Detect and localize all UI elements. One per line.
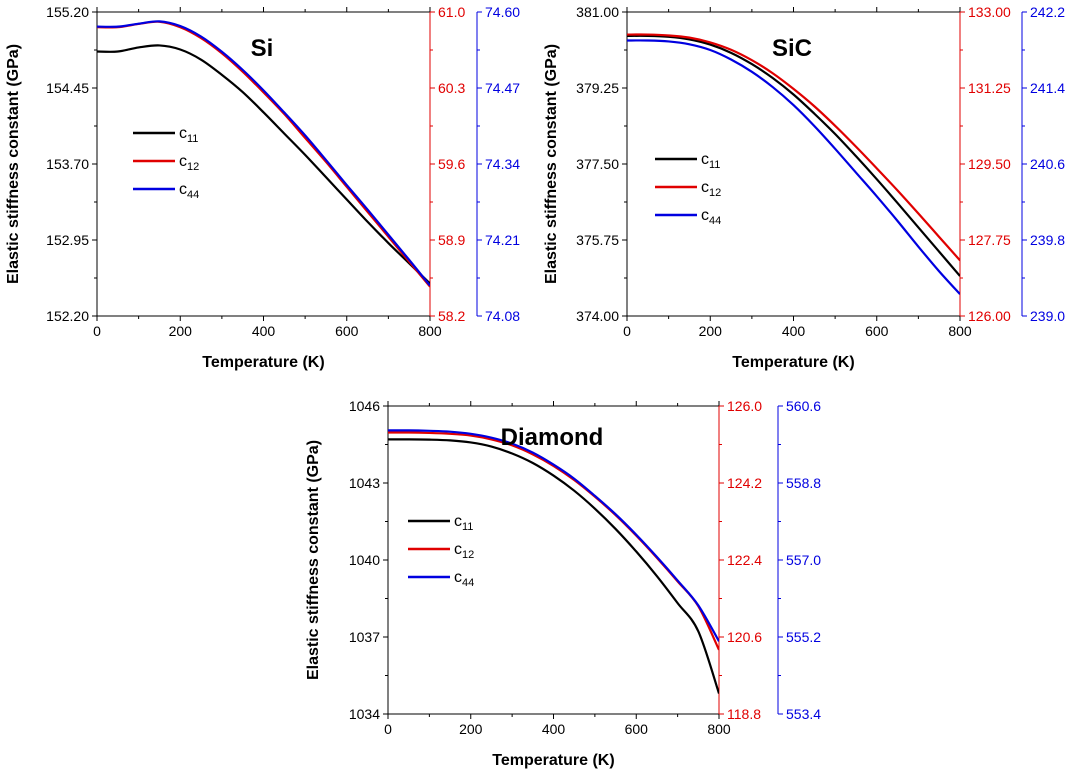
y-tick-label-right-1: 61.0 <box>438 4 465 20</box>
y-tick-label-right-2: 558.8 <box>786 475 821 491</box>
y-axis-label: Elastic stiffness constant (GPa) <box>543 44 560 284</box>
y-tick-label-right-2: 74.47 <box>485 80 520 96</box>
x-tick-label: 400 <box>542 721 566 737</box>
x-tick-label: 400 <box>782 323 806 339</box>
series-line-c11 <box>388 438 719 694</box>
y-tick-label-right-1: 124.2 <box>727 475 762 491</box>
series-line-c44 <box>97 20 430 287</box>
y-tick-label-left: 379.25 <box>576 80 619 96</box>
y-axis-label: Elastic stiffness constant (GPa) <box>305 440 322 680</box>
y-axis-label: Elastic stiffness constant (GPa) <box>5 44 22 284</box>
x-tick-label: 0 <box>384 721 392 737</box>
y-tick-label-right-1: 60.3 <box>438 80 465 96</box>
chart-panel-sic: 0 200 400 600 800 Temperature (K) 374.00 375.75… <box>543 4 1065 371</box>
y-tick-label-right-2: 74.21 <box>485 232 520 248</box>
y-tick-label-right-1: 122.4 <box>727 552 762 568</box>
x-tick-label: 600 <box>335 323 359 339</box>
x-tick-label: 600 <box>865 323 889 339</box>
y-tick-label-right-1: 127.75 <box>968 232 1011 248</box>
y-tick-label-right-2: 239.8 <box>1030 232 1065 248</box>
series-line-c11 <box>627 34 960 277</box>
x-axis-label: Temperature (K) <box>492 752 614 769</box>
y-tick-label-right-2: 555.2 <box>786 629 821 645</box>
x-axis-label: Temperature (K) <box>732 354 854 371</box>
series-line-c12 <box>627 33 960 262</box>
legend-subscript: 44 <box>187 189 199 201</box>
y-tick-label-right-1: 120.6 <box>727 629 762 645</box>
x-tick-label: 800 <box>418 323 442 339</box>
x-tick-label: 800 <box>948 323 972 339</box>
legend-subscript: 11 <box>709 159 720 171</box>
y-tick-label-right-1: 126.00 <box>968 308 1011 324</box>
chart-panel-diamond: 0 200 400 600 800 Temperature (K) 1034 1037 1040… <box>305 398 821 769</box>
chart-title: Si <box>251 35 274 62</box>
legend-subscript: 11 <box>187 133 198 145</box>
legend-subscript: 12 <box>709 187 721 199</box>
legend-subscript: 44 <box>462 577 474 589</box>
y-tick-label-right-1: 126.0 <box>727 398 762 414</box>
chart-title: Diamond <box>501 424 604 451</box>
y-tick-label-right-1: 133.00 <box>968 4 1011 20</box>
y-tick-label-right-2: 240.6 <box>1030 156 1065 172</box>
y-tick-label-right-2: 560.6 <box>786 398 821 414</box>
x-tick-label: 0 <box>623 323 631 339</box>
x-tick-label: 200 <box>699 323 723 339</box>
x-tick-label: 800 <box>707 721 731 737</box>
y-tick-label-right-2: 241.4 <box>1030 80 1065 96</box>
y-tick-label-left: 377.50 <box>576 156 619 172</box>
x-tick-label: 600 <box>625 721 649 737</box>
legend-subscript: 12 <box>462 549 474 561</box>
y-tick-label-right-1: 58.9 <box>438 232 465 248</box>
y-tick-label-right-2: 239.0 <box>1030 308 1065 324</box>
y-tick-label-left: 155.20 <box>46 4 89 20</box>
chart-title: SiC <box>772 35 812 62</box>
series-line-c44 <box>388 429 719 642</box>
chart-panel-si: 0 200 400 600 800 Temperature (K) 152.20 152.95… <box>5 4 520 371</box>
y-tick-label-right-1: 58.2 <box>438 308 465 324</box>
y-tick-label-right-2: 74.34 <box>485 156 520 172</box>
y-tick-label-left: 1040 <box>349 552 380 568</box>
y-tick-label-left: 1046 <box>349 398 380 414</box>
y-tick-label-left: 152.95 <box>46 232 89 248</box>
x-tick-label: 200 <box>169 323 193 339</box>
x-tick-label: 200 <box>459 721 483 737</box>
y-tick-label-left: 1043 <box>349 475 380 491</box>
y-tick-label-left: 152.20 <box>46 308 89 324</box>
y-tick-label-left: 375.75 <box>576 232 619 248</box>
y-tick-label-left: 1034 <box>349 706 380 722</box>
x-tick-label: 400 <box>252 323 276 339</box>
series-line-c11 <box>97 44 430 285</box>
series-line-c44 <box>627 39 960 295</box>
x-tick-label: 0 <box>93 323 101 339</box>
legend-subscript: 44 <box>709 215 721 227</box>
y-tick-label-right-2: 557.0 <box>786 552 821 568</box>
y-tick-label-right-1: 118.8 <box>727 706 761 722</box>
y-tick-label-right-2: 242.2 <box>1030 4 1065 20</box>
y-tick-label-left: 374.00 <box>576 308 619 324</box>
y-tick-label-right-1: 59.6 <box>438 156 465 172</box>
y-tick-label-right-1: 131.25 <box>968 80 1011 96</box>
y-tick-label-left: 153.70 <box>46 156 89 172</box>
y-tick-label-left: 381.00 <box>576 4 619 20</box>
legend-subscript: 12 <box>187 161 199 173</box>
x-axis-label: Temperature (K) <box>202 354 324 371</box>
legend-subscript: 11 <box>462 521 473 533</box>
y-tick-label-left: 154.45 <box>46 80 89 96</box>
y-tick-label-right-2: 74.08 <box>485 308 520 324</box>
y-tick-label-left: 1037 <box>349 629 380 645</box>
y-tick-label-right-1: 129.50 <box>968 156 1011 172</box>
y-tick-label-right-2: 74.60 <box>485 4 520 20</box>
y-tick-label-right-2: 553.4 <box>786 706 821 722</box>
